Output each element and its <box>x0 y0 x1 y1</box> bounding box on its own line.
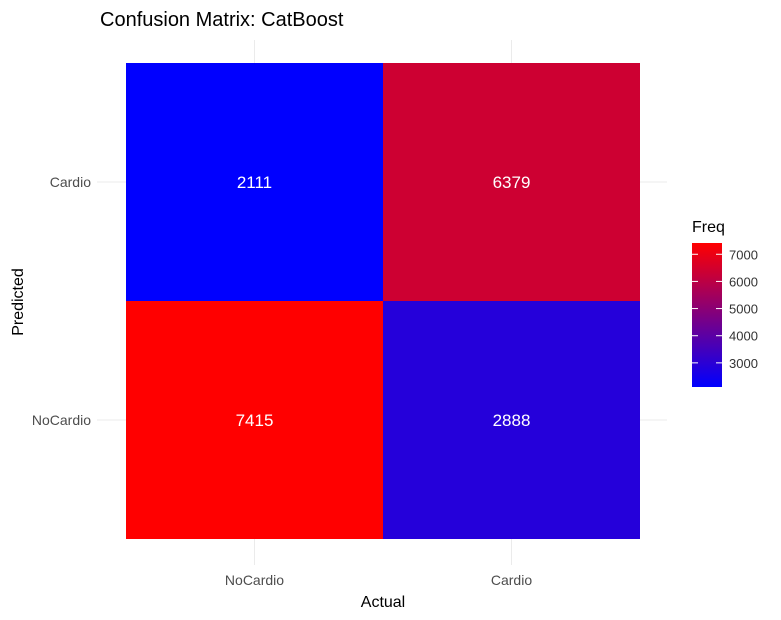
heatmap-cells <box>126 63 640 539</box>
y-axis-ticks: NoCardio Cardio <box>32 174 91 428</box>
heatmap-cell <box>126 63 383 301</box>
legend-tick-label: 5000 <box>729 302 758 317</box>
cell-value-label: 2111 <box>237 173 272 192</box>
x-axis-label: Actual <box>361 594 405 611</box>
x-tick-label: NoCardio <box>225 572 284 588</box>
heatmap-cell <box>383 301 640 539</box>
cell-value-label: 2888 <box>493 411 531 430</box>
legend-tick-label: 3000 <box>729 356 758 371</box>
legend-title: Freq <box>692 219 725 236</box>
chart-title: Confusion Matrix: CatBoost <box>100 9 344 31</box>
x-tick-label: Cardio <box>491 572 532 588</box>
y-axis-label: Predicted <box>10 268 27 336</box>
cell-labels: 2111 6379 7415 2888 <box>236 173 531 430</box>
y-tick-label: Cardio <box>50 174 91 190</box>
heatmap-cell <box>126 301 383 539</box>
cell-value-label: 7415 <box>236 411 274 430</box>
cell-value-label: 6379 <box>493 173 531 192</box>
legend-tick-label: 4000 <box>729 329 758 344</box>
legend-tick-label: 7000 <box>729 247 758 262</box>
legend: Freq 3000 4000 5000 6000 7000 <box>692 219 758 387</box>
legend-ticks: 3000 4000 5000 6000 7000 <box>692 247 758 371</box>
heatmap-cell <box>383 63 640 301</box>
x-axis-ticks: NoCardio Cardio <box>225 572 532 588</box>
legend-tick-label: 6000 <box>729 274 758 289</box>
legend-colorbar <box>692 243 722 387</box>
y-tick-label: NoCardio <box>32 412 91 428</box>
